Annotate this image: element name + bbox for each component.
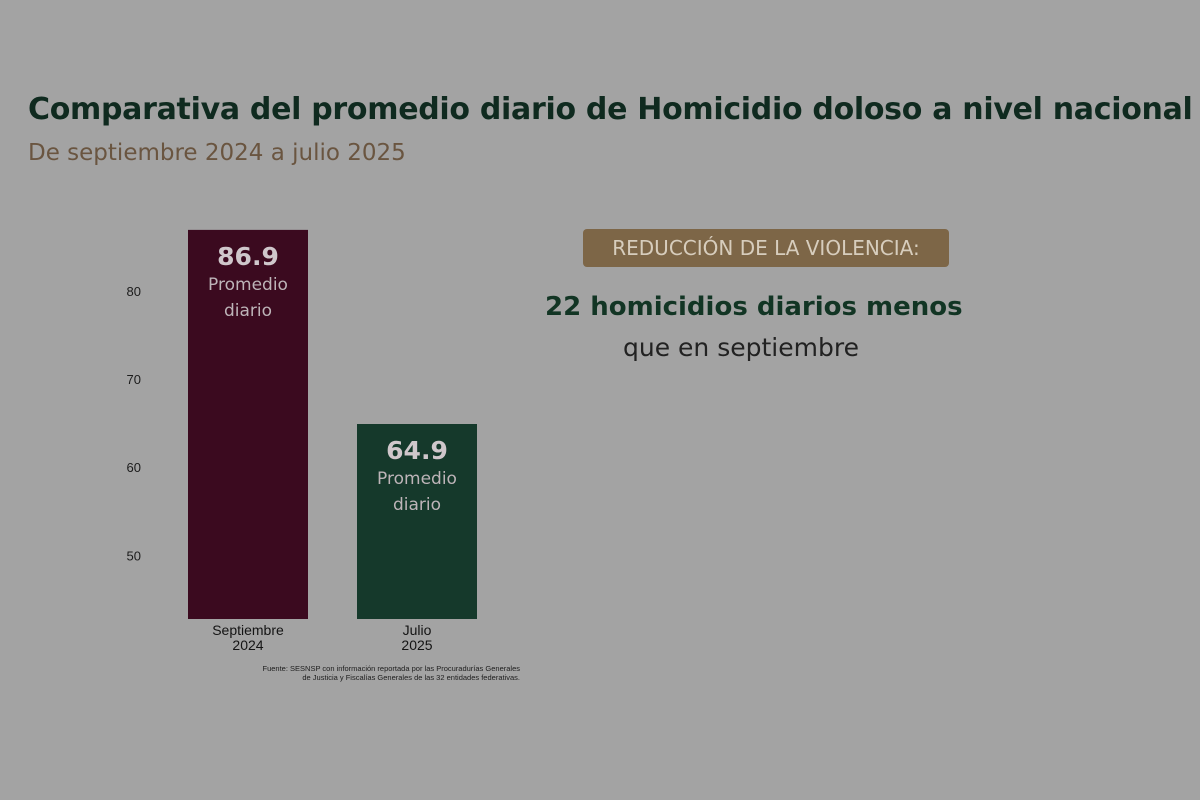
x-tick-label: Julio xyxy=(403,622,432,638)
headline-detail: que en septiembre xyxy=(623,333,859,362)
source-note-line: de Justicia y Fiscalías Generales de las… xyxy=(302,673,520,682)
violence-reduction-badge: REDUCCIÓN DE LA VIOLENCIA: xyxy=(583,229,949,267)
source-note-line: Fuente: SESNSP con información reportada… xyxy=(262,664,521,673)
bar-value-label: 64.9 xyxy=(386,436,448,465)
x-tick-label: 2024 xyxy=(232,637,263,653)
headline-reduction: 22 homicidios diarios menos xyxy=(545,292,963,322)
y-tick-label: 60 xyxy=(127,460,141,475)
bar-caption-label: Promedio xyxy=(208,275,288,295)
bar-caption-label: diario xyxy=(224,301,272,321)
y-tick-label: 50 xyxy=(127,548,141,563)
bar xyxy=(188,229,308,619)
bar-chart: 50 60 70 80 86.9 Promedio diario Septiembre2024… xyxy=(127,229,477,653)
chart-title: Comparativa del promedio diario de Homic… xyxy=(28,92,1193,127)
source-note: Fuente: SESNSP con información reportada… xyxy=(190,664,521,682)
badge-label: REDUCCIÓN DE LA VIOLENCIA: xyxy=(612,236,920,260)
x-tick-label: 2025 xyxy=(401,637,432,653)
bar xyxy=(357,424,477,619)
y-tick-label: 80 xyxy=(127,284,141,299)
bar-value-label: 86.9 xyxy=(217,242,279,271)
y-tick-label: 70 xyxy=(127,372,141,387)
bar-caption-label: diario xyxy=(393,495,441,515)
x-tick-label: Septiembre xyxy=(212,622,284,638)
bar-caption-label: Promedio xyxy=(377,469,457,489)
chart-subtitle: De septiembre 2024 a julio 2025 xyxy=(28,140,406,166)
